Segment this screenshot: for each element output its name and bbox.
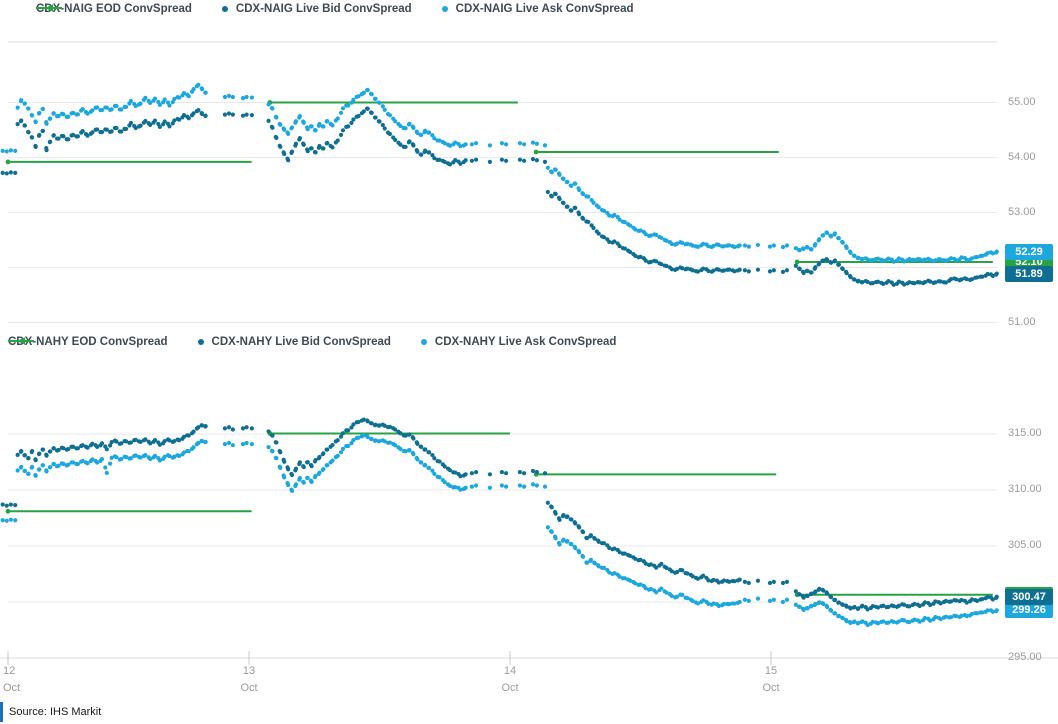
x-tick-label: 15 Oct	[749, 663, 793, 697]
ask-dot-marker-icon	[420, 339, 427, 345]
x-tick-day: 14	[503, 665, 517, 677]
legend-item-naig-eod[interactable]: CDX-NAIG EOD ConvSpread	[36, 3, 192, 15]
legend-naig: CDX-NAIG EOD ConvSpread CDX-NAIG Live Bid…	[36, 3, 634, 15]
eod-line-marker-icon	[36, 4, 62, 12]
legend-item-nahy-ask[interactable]: CDX-NAHY Live Ask ConvSpread	[420, 336, 617, 348]
bid-dot-marker-icon	[221, 6, 228, 12]
gridlines-chart0	[8, 41, 997, 323]
x-tick-day: 15	[764, 665, 778, 677]
x-axis	[0, 651, 1058, 665]
y-tick-label: 305.00	[1008, 539, 1042, 551]
legend-item-nahy-eod[interactable]: CDX-NAHY EOD ConvSpread	[8, 336, 168, 348]
x-tick-month: Oct	[501, 682, 519, 694]
y-tick-label: 55.00	[1008, 95, 1036, 108]
last-value-badge-ask: 299.26	[1005, 602, 1053, 619]
cdx-nahy-ask-dots	[0, 433, 999, 628]
x-tick-month: Oct	[240, 682, 258, 694]
gridlines-chart1	[8, 433, 997, 603]
x-tick-label: 13 Oct	[227, 663, 271, 697]
x-tick-month: Oct	[3, 682, 21, 694]
legend-nahy: CDX-NAHY EOD ConvSpread CDX-NAHY Live Bid…	[8, 336, 616, 348]
y-tick-label: 295.00	[1008, 651, 1042, 663]
y-tick-label: 51.00	[1008, 315, 1036, 328]
x-tick-day: 13	[242, 665, 256, 677]
y-tick-label: 53.00	[1008, 205, 1036, 218]
eod-segment-start-marker	[5, 508, 11, 514]
legend-item-label: CDX-NAHY Live Bid ConvSpread	[211, 336, 391, 348]
eod-segment-start-marker	[794, 259, 800, 265]
legend-item-label: CDX-NAIG Live Bid ConvSpread	[235, 3, 412, 15]
y-tick-label: 54.00	[1008, 150, 1036, 163]
bid-dot-marker-icon	[197, 339, 204, 345]
eod-line-marker-icon	[8, 337, 34, 345]
legend-item-naig-bid[interactable]: CDX-NAIG Live Bid ConvSpread	[221, 3, 412, 15]
ask-dot-marker-icon	[441, 6, 448, 12]
last-value-badge-bid: 51.89	[1005, 265, 1053, 282]
cdx-nahy-bid-dots	[0, 417, 999, 612]
y-tick-label: 315.00	[1008, 427, 1042, 439]
legend-item-label: CDX-NAHY EOD ConvSpread	[8, 336, 168, 348]
x-tick-label: 14 Oct	[488, 663, 532, 697]
x-tick-month: Oct	[762, 682, 780, 694]
legend-item-label: CDX-NAIG EOD ConvSpread	[36, 3, 192, 15]
legend-item-nahy-bid[interactable]: CDX-NAHY Live Bid ConvSpread	[197, 336, 391, 348]
cdx-naig-bid-dots	[0, 106, 999, 287]
x-tick-day: 12	[3, 665, 16, 677]
last-value-badge-ask: 52.29	[1005, 243, 1053, 260]
cdx-naig-ask-dots	[0, 82, 999, 264]
eod-line-chart0	[5, 100, 993, 265]
legend-item-naig-ask[interactable]: CDX-NAIG Live Ask ConvSpread	[441, 3, 634, 15]
legend-item-label: CDX-NAHY Live Ask ConvSpread	[434, 336, 617, 348]
y-tick-label: 310.00	[1008, 483, 1042, 495]
legend-item-label: CDX-NAIG Live Ask ConvSpread	[455, 3, 634, 15]
eod-segment-start-marker	[5, 159, 11, 165]
x-tick-label: 12 Oct	[3, 663, 20, 697]
source-label: Source: IHS Markit	[9, 706, 102, 718]
source-attribution: Source: IHS Markit	[0, 702, 101, 722]
last-value-badge-bid: 300.47	[1005, 588, 1053, 605]
eod-segment-start-marker	[533, 149, 539, 155]
